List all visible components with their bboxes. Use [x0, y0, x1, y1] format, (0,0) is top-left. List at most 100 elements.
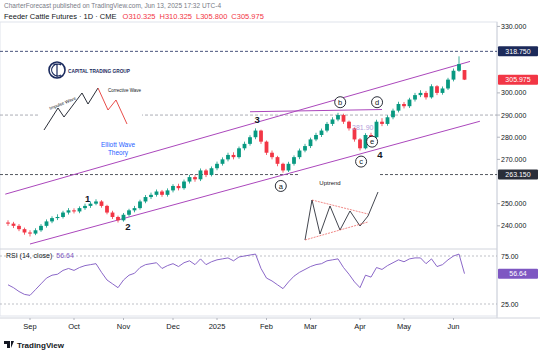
candle-body — [78, 208, 82, 211]
candle-body — [39, 226, 43, 230]
y-tick — [497, 159, 500, 160]
candle-body — [182, 182, 186, 189]
wave-number: 2 — [125, 221, 130, 232]
candle-body — [298, 151, 302, 158]
candle-body — [61, 213, 65, 217]
brand-mark — [4, 341, 14, 348]
y-tick-label: 330.000 — [501, 23, 526, 30]
inset-label: Impulse Wave — [49, 95, 78, 110]
x-tick — [404, 318, 405, 320]
x-tick-label: Dec — [166, 322, 180, 331]
candle-body — [248, 137, 252, 144]
rsi-value-box — [498, 269, 538, 279]
x-tick-label: Apr — [354, 322, 366, 331]
price-note: 281.90 — [352, 124, 374, 131]
candle-body — [336, 115, 340, 119]
candle-body — [375, 122, 379, 138]
logo-mark — [49, 62, 65, 78]
candle-body — [386, 117, 390, 124]
publisher: CharterForecast published on TradingView… — [4, 2, 221, 10]
candle-body — [160, 192, 164, 195]
candle-body — [243, 144, 247, 148]
inset-caption: Theory — [108, 149, 129, 157]
candle-body — [221, 159, 225, 163]
wave-label: d — [375, 98, 379, 107]
candle-body — [50, 218, 54, 221]
brand: TradingView — [17, 341, 65, 350]
candle-body — [12, 224, 16, 226]
rsi-title: RSI (14, close) — [6, 252, 52, 260]
levels — [0, 51, 497, 174]
wave-number: 3 — [255, 114, 260, 125]
candle-body — [166, 190, 170, 194]
rsi-title-value: 56.64 — [56, 252, 74, 259]
candle-body — [100, 201, 104, 205]
level-label-box — [498, 46, 538, 56]
rsi-value-label: 56.64 — [509, 270, 527, 277]
candle-body — [56, 217, 60, 218]
wave-number: 1 — [85, 193, 91, 204]
x-tick — [217, 318, 218, 320]
candle-body — [138, 201, 142, 208]
candle-body — [188, 177, 192, 181]
candle-body — [380, 122, 384, 124]
y-tick — [497, 137, 500, 138]
candle-body — [325, 124, 329, 131]
x-tick — [173, 318, 174, 320]
candle-body — [419, 93, 423, 95]
candle-body — [452, 71, 456, 80]
level-line — [0, 51, 497, 52]
candle-body — [210, 168, 214, 175]
time-axis-line — [0, 318, 540, 319]
candle-body — [408, 100, 412, 107]
ohlc-value: C305.975 — [231, 12, 264, 21]
candle-body — [105, 206, 109, 213]
candle-body — [430, 86, 434, 97]
wave-circle — [275, 180, 286, 191]
candle-body — [45, 221, 49, 225]
candle-body — [116, 217, 120, 220]
candle-body — [144, 197, 148, 201]
candle-body — [254, 131, 258, 138]
candle-body — [193, 177, 197, 179]
candle-body — [111, 213, 115, 217]
y-tick-label: 300.000 — [501, 89, 526, 96]
candle-body — [270, 153, 274, 157]
candle-body — [397, 104, 401, 111]
logo-text: CAPITAL TRADING GROUP — [68, 68, 130, 74]
y-tick-label: 250.000 — [501, 200, 526, 207]
y-tick — [497, 225, 500, 226]
wave-circle — [372, 97, 383, 108]
candle-body — [89, 204, 93, 206]
x-tick — [360, 318, 361, 320]
candle-body — [199, 170, 203, 179]
y-tick — [497, 203, 500, 204]
level-label: 263.150 — [505, 171, 530, 178]
candle-body — [331, 119, 335, 123]
wave-label: e — [370, 137, 374, 146]
candle-body — [259, 131, 263, 142]
candle-body — [424, 93, 428, 97]
x-tick-label: Oct — [68, 322, 81, 331]
x-tick-label: 2025 — [209, 322, 226, 331]
candle-body — [171, 186, 175, 190]
uptrend-inset — [298, 172, 380, 248]
elliott-inset — [40, 84, 142, 140]
x-tick — [266, 318, 267, 320]
last-price-label: 305.975 — [505, 76, 530, 83]
x-tick — [30, 318, 31, 320]
candle-body — [34, 230, 38, 233]
candle-body — [463, 70, 467, 80]
channel-line — [5, 61, 470, 194]
uptrend-diagram — [305, 192, 378, 240]
candle-body — [276, 157, 280, 164]
y-tick — [497, 92, 500, 93]
candle-body — [413, 95, 417, 99]
level-label: 318.750 — [505, 48, 530, 55]
channel-line — [250, 110, 382, 112]
x-tick — [74, 318, 75, 320]
candle-body — [127, 210, 131, 214]
wave-label: b — [338, 98, 342, 107]
candle-body — [72, 210, 76, 211]
candle-body — [303, 146, 307, 150]
